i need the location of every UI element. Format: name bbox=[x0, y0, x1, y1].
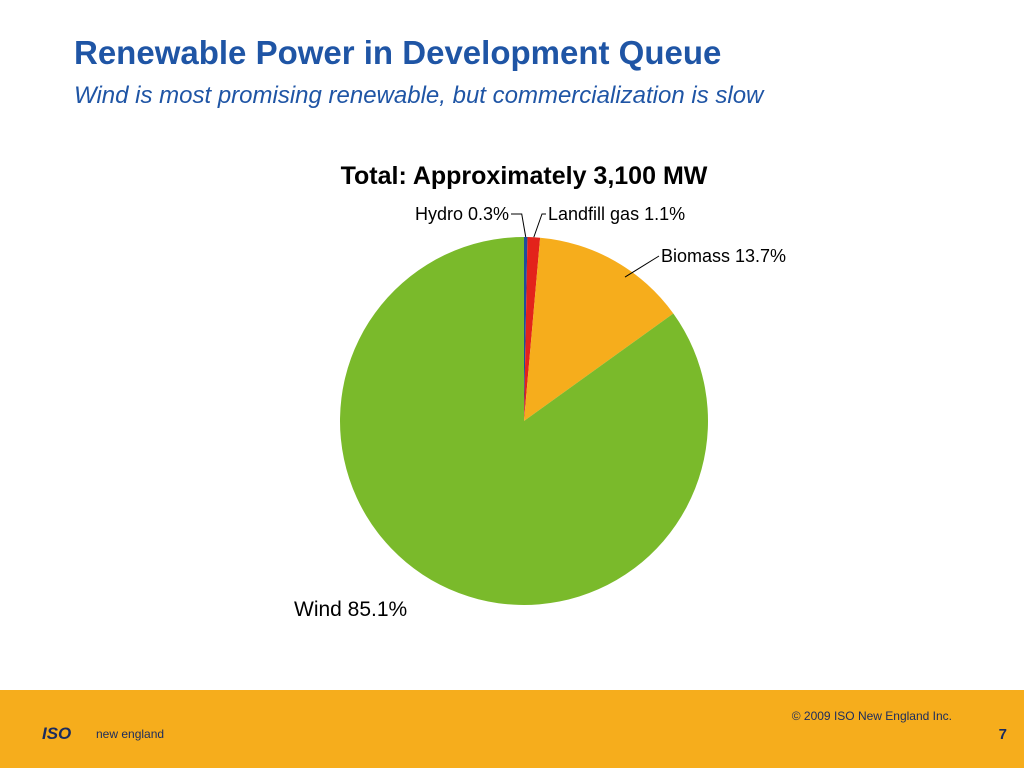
chart-title: Total: Approximately 3,100 MW bbox=[341, 162, 708, 190]
logo-iso-text: ISO bbox=[42, 724, 72, 743]
leader-line-biomass bbox=[624, 255, 660, 278]
copyright-text: © 2009 ISO New England Inc. bbox=[791, 709, 952, 723]
leader-line-landfill-gas bbox=[533, 213, 546, 238]
slice-label-landfill-gas: Landfill gas 1.1% bbox=[548, 204, 685, 224]
logo-new-england-text: new england bbox=[96, 727, 165, 741]
slice-label-biomass: Biomass 13.7% bbox=[661, 246, 786, 266]
pie-slice-hydro bbox=[524, 237, 528, 421]
footer-bar bbox=[0, 690, 1024, 768]
pie-chart: Total: Approximately 3,100 MW Hydro 0.3%… bbox=[294, 162, 786, 621]
pie-slice-wind bbox=[339, 237, 708, 605]
slice-label-hydro: Hydro 0.3% bbox=[415, 204, 509, 224]
pie-slice-landfill-gas bbox=[524, 237, 541, 421]
pie-slice-biomass bbox=[524, 237, 674, 421]
slide-title: Renewable Power in Development Queue bbox=[74, 34, 722, 71]
page-number: 7 bbox=[998, 726, 1007, 743]
leader-line-hydro bbox=[511, 213, 527, 238]
slice-label-wind: Wind 85.1% bbox=[294, 598, 407, 621]
slide-subtitle: Wind is most promising renewable, but co… bbox=[74, 82, 764, 109]
